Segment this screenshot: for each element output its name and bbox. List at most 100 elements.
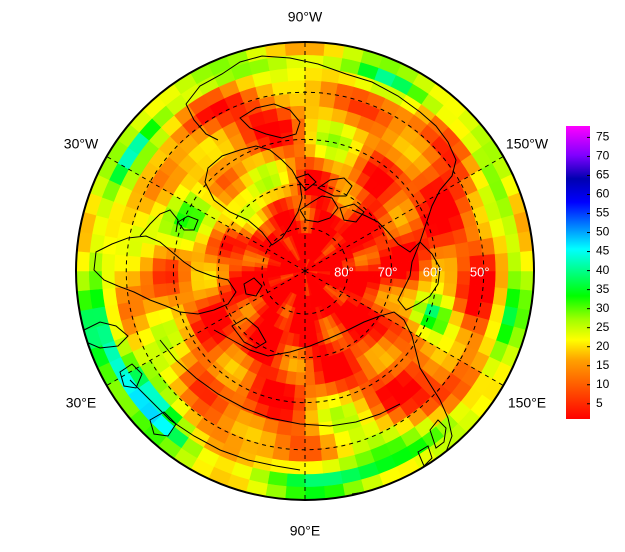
data-cell [304, 473, 325, 488]
meridian-line [106, 156, 306, 272]
data-cell [319, 93, 337, 109]
data-cell [492, 287, 509, 307]
data-cell [139, 241, 156, 259]
coastline-hudson-bay [239, 103, 301, 139]
data-cell [139, 256, 154, 272]
longitude-label: 90°W [288, 9, 323, 25]
data-cell [304, 359, 315, 374]
data-cell [316, 118, 332, 134]
coastline-caspian [119, 363, 177, 437]
data-cell [456, 256, 471, 272]
data-cell [152, 270, 166, 285]
meridian-line [106, 270, 306, 386]
data-cell [273, 433, 291, 449]
data-cell [284, 42, 306, 56]
data-cell [76, 250, 90, 272]
data-cell [290, 422, 306, 437]
data-cell [320, 446, 339, 462]
data-cell [304, 42, 326, 56]
data-cell [127, 285, 143, 303]
longitude-label: 90°E [290, 523, 321, 539]
longitude-labels: 90°W 150°W 150°E 90°E 30°E 30°W [64, 9, 549, 539]
data-cell [316, 408, 332, 424]
data-cell [444, 270, 458, 285]
data-cell [288, 79, 306, 94]
colorbar-tick-label: 20 [596, 339, 610, 353]
longitude-label: 30°W [64, 136, 99, 152]
latitude-label: 50° [470, 264, 490, 279]
data-cell [304, 67, 324, 82]
data-cell [507, 270, 522, 291]
data-cell [293, 384, 306, 399]
data-cell [520, 250, 534, 272]
colorbar-tick-label: 75 [596, 130, 610, 144]
latitude-circle [217, 183, 393, 359]
data-cell [280, 131, 295, 147]
colorbar-tick-label: 70 [596, 149, 610, 163]
data-cell [88, 270, 103, 291]
coastline-greenland [204, 145, 303, 246]
data-cell [355, 265, 369, 272]
longitude-label: 30°E [66, 395, 97, 411]
data-cell [241, 270, 255, 277]
data-cell [304, 372, 316, 386]
data-cell [127, 239, 143, 257]
data-cell [467, 239, 483, 257]
colorbar-tick-label: 45 [596, 244, 610, 258]
colorbar-tick-label: 5 [596, 396, 603, 410]
coastline-alaska [397, 241, 441, 311]
data-cell [304, 486, 326, 500]
data-cell [139, 283, 156, 301]
coastline-asia-interior [129, 339, 401, 471]
data-cell [285, 473, 306, 488]
data-cell [286, 67, 306, 82]
data-cell [190, 279, 206, 292]
data-cell [253, 270, 268, 276]
data-cell [292, 130, 306, 145]
colorbar-gradient [566, 126, 590, 419]
data-cell [494, 270, 509, 290]
data-cell [190, 260, 204, 272]
data-cell [304, 346, 314, 361]
data-cell [101, 252, 116, 272]
data-cell [317, 105, 335, 122]
data-cell [304, 79, 322, 94]
data-cell [126, 255, 141, 272]
data-cell [228, 270, 242, 278]
colorbar-tick-label: 65 [596, 168, 610, 182]
data-cell [317, 420, 335, 437]
data-cell [202, 261, 217, 272]
data-cell [304, 435, 321, 450]
data-cell [304, 397, 318, 412]
colorbar-tick-label: 25 [596, 320, 610, 334]
coastline-svalbard [231, 277, 267, 349]
data-cell [164, 270, 179, 284]
colorbar-ticks: 5 10 15 20 25 30 35 40 45 50 55 60 65 70 75 [587, 130, 610, 410]
data-cell [304, 384, 317, 399]
coastline-canadian-archipelago [295, 173, 365, 223]
data-cell [101, 287, 118, 307]
data-cell [417, 248, 433, 262]
data-cell [442, 282, 458, 298]
data-cell [113, 254, 128, 272]
data-cell [289, 92, 306, 107]
data-cell [304, 143, 317, 158]
data-cell [271, 80, 290, 96]
data-cell [304, 105, 320, 120]
data-cell [278, 118, 294, 134]
latitude-label: 70° [378, 264, 398, 279]
data-cell [293, 143, 306, 158]
colorbar-tick-label: 55 [596, 206, 610, 220]
data-cell [177, 280, 193, 294]
data-cell [454, 283, 471, 301]
data-cell [292, 397, 306, 412]
data-cell [507, 251, 522, 272]
data-cell [152, 257, 166, 272]
longitude-label: 150°E [508, 395, 546, 411]
data-cell [290, 105, 306, 120]
colorbar-tick-label: 50 [596, 225, 610, 239]
data-cell [321, 67, 341, 84]
data-cell [319, 433, 337, 449]
data-cell [429, 246, 445, 261]
data-cell [165, 281, 181, 296]
